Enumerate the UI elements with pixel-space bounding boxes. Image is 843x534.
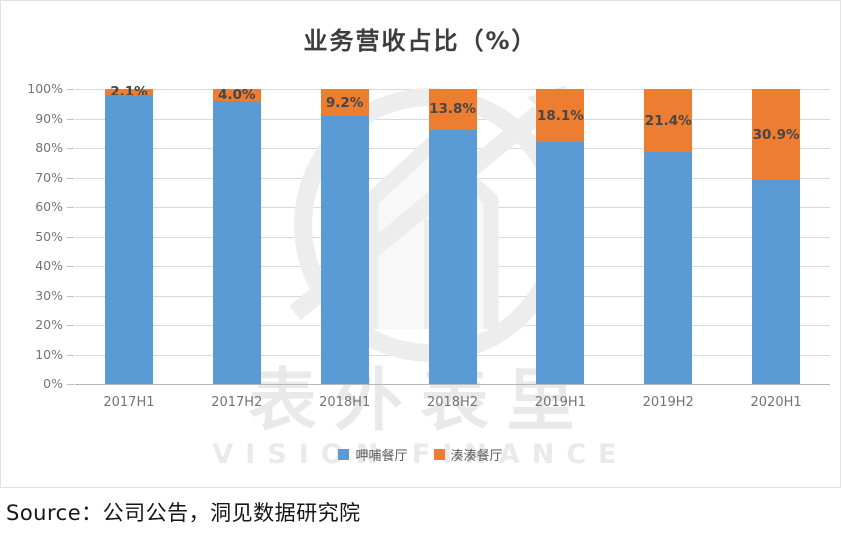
- chart-title: 业务营收占比（%）: [303, 27, 538, 55]
- segment-coucou: 9.2%: [320, 89, 369, 117]
- y-axis-label: 90%: [35, 110, 63, 126]
- legend-item: 呷哺餐厅: [338, 445, 408, 464]
- bar-column: 2.1%: [75, 84, 183, 384]
- chart-figure: 表外表里 VISION FINANCE 业务营收占比（%） 100% 90% 80%…: [0, 0, 841, 488]
- y-axis-label: 30%: [35, 287, 63, 303]
- watermark-text-en: VISION FINANCE: [212, 439, 629, 470]
- y-axis-tick: [67, 266, 74, 267]
- y-axis-tick: [67, 384, 74, 385]
- segment-xiabu: [212, 100, 261, 384]
- bars: 2.1% 4.0% 9.2% 13.8% 18.1% 21.4% 30.9%: [75, 84, 830, 384]
- stacked-bar: 2.1%: [104, 84, 153, 384]
- legend-label: 湊湊餐厅: [450, 449, 503, 464]
- y-axis-label: 20%: [35, 317, 63, 332]
- legend-swatch: [433, 449, 445, 460]
- data-label: 9.2%: [325, 94, 364, 111]
- x-axis-label: 2017H2: [211, 395, 263, 410]
- stacked-bar: 9.2%: [320, 89, 369, 384]
- stacked-bar: 4.0%: [212, 86, 261, 384]
- legend-label: 呷哺餐厅: [355, 449, 408, 464]
- data-label: 21.4%: [644, 112, 692, 129]
- y-axis-label: 40%: [35, 258, 63, 273]
- segment-xiabu: [752, 180, 801, 384]
- bar-column: 4.0%: [183, 86, 291, 384]
- bar-column: 13.8%: [399, 89, 507, 384]
- stacked-bar: 13.8%: [428, 89, 477, 384]
- segment-xiabu: [644, 152, 693, 384]
- y-axis-label: 10%: [35, 346, 63, 362]
- segment-xiabu: [536, 142, 585, 384]
- y-axis-label: 70%: [35, 169, 63, 185]
- x-axis-label: 2019H2: [642, 395, 694, 410]
- segment-xiabu: [104, 95, 153, 384]
- x-axis-label: 2019H1: [534, 395, 586, 410]
- y-axis-tick: [67, 354, 74, 356]
- legend: 呷哺餐厅 湊湊餐厅: [1, 445, 840, 464]
- stacked-bar: 30.9%: [752, 89, 801, 384]
- x-axis-label: 2018H1: [319, 395, 371, 410]
- y-axis-tick: [67, 295, 74, 297]
- bar-column: 9.2%: [291, 89, 399, 384]
- segment-xiabu: [428, 129, 477, 384]
- bar-column: 18.1%: [506, 89, 614, 384]
- y-axis-label: 80%: [35, 140, 63, 155]
- source-line: Source：公司公告，洞见数据研究院: [6, 501, 361, 525]
- segment-coucou: 21.4%: [644, 89, 693, 153]
- data-label: 4.0%: [218, 86, 256, 103]
- y-axis-tick: [67, 177, 74, 179]
- x-axis-line: [75, 384, 830, 385]
- plot-area: 100% 90% 80% 70% 60% 50% 40% 30% 20% 10% 0% 2.1% 4.…: [1, 81, 840, 410]
- segment-xiabu: [320, 116, 369, 384]
- y-axis-label: 60%: [35, 199, 63, 214]
- segment-coucou: 18.1%: [536, 89, 585, 143]
- y-axis-label: 100%: [27, 81, 63, 96]
- legend-swatch: [338, 449, 350, 460]
- y-axis-tick: [67, 207, 74, 208]
- x-axis-label: 2017H1: [103, 395, 155, 410]
- legend-item: 湊湊餐厅: [433, 445, 503, 464]
- segment-coucou: 4.0%: [212, 86, 261, 103]
- grid-area: 2.1% 4.0% 9.2% 13.8% 18.1% 21.4% 30.9%: [75, 84, 830, 385]
- y-axis-tick: [67, 118, 74, 120]
- stacked-bar: 21.4%: [644, 89, 693, 384]
- data-label: 13.8%: [429, 101, 476, 118]
- data-label: 30.9%: [752, 126, 800, 143]
- bar-column: 30.9%: [722, 89, 830, 384]
- watermark-text-cn: 表外表里: [248, 362, 593, 441]
- y-axis-tick: [67, 148, 74, 149]
- y-axis-tick: [67, 325, 74, 326]
- x-axis: 2017H1 2017H2 2018H1 2018H2 2019H1 2019H2 2020…: [75, 395, 830, 410]
- y-axis-tick: [67, 236, 74, 238]
- segment-coucou: 30.9%: [752, 89, 801, 181]
- x-axis-label: 2020H1: [750, 395, 802, 410]
- segment-coucou: 13.8%: [428, 89, 477, 130]
- data-label: 18.1%: [536, 107, 584, 124]
- y-axis-label: 0%: [43, 376, 63, 391]
- y-axis-label: 50%: [35, 228, 63, 244]
- y-axis-tick: [67, 89, 74, 90]
- bar-column: 21.4%: [614, 89, 722, 384]
- x-axis-label: 2018H2: [426, 395, 479, 410]
- stacked-bar: 18.1%: [536, 89, 585, 384]
